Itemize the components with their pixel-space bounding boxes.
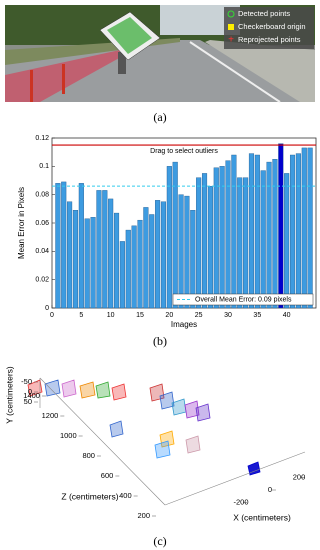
scatter3d-chart: 200400600800100012001400-2000200-50050Z … <box>4 366 305 522</box>
bar <box>219 166 225 309</box>
x-tick-label: 20 <box>165 312 173 319</box>
tick-label: -200 <box>233 497 248 506</box>
camera-boards <box>27 379 261 476</box>
bar <box>284 173 290 309</box>
legend-label: Reprojected points <box>238 35 301 44</box>
y-tick-label: 0.04 <box>35 248 49 255</box>
bar <box>166 166 172 309</box>
bar <box>90 217 96 309</box>
photo-legend: Detected points Checkerboard origin + Repro… <box>227 9 306 46</box>
x-axis-label: X (centimeters) <box>233 512 291 522</box>
caption: (c) <box>153 534 166 548</box>
bar <box>307 147 313 309</box>
axis-edge <box>164 451 306 506</box>
bar <box>272 159 278 309</box>
x-tick-label: 0 <box>50 312 54 319</box>
legend-box <box>172 293 314 306</box>
x-tick-label: 25 <box>195 312 203 319</box>
bar <box>178 194 184 309</box>
bar <box>254 154 260 309</box>
caption: (b) <box>153 334 167 348</box>
x-tick-label: 5 <box>79 312 83 319</box>
bar <box>84 218 90 309</box>
y-tick-label: 0.1 <box>39 163 49 170</box>
z-axis-label: Z (centimeters) <box>61 491 118 501</box>
bar <box>78 183 84 309</box>
bar <box>172 161 178 309</box>
y-tick-label: 0.06 <box>35 220 49 227</box>
legend-symbol <box>228 24 234 30</box>
tick-label: 1200 <box>42 411 59 420</box>
bar <box>231 154 237 309</box>
bar <box>196 177 202 309</box>
bar <box>243 177 249 309</box>
x-tick-label: 15 <box>136 312 144 319</box>
bar <box>201 173 208 309</box>
y-tick-label: 0 <box>45 305 49 312</box>
y-axis-label: Mean Error in Pixels <box>17 187 26 259</box>
photo <box>5 5 315 103</box>
bar <box>207 185 213 309</box>
bar <box>248 153 255 309</box>
axis-edge <box>39 377 166 506</box>
outlier-label: Drag to select outliers <box>150 148 218 155</box>
x-axis-label: Images <box>171 320 197 329</box>
x-tick-label: 10 <box>107 312 115 319</box>
tick-label: 400 <box>119 491 132 500</box>
y-tick-label: 0.02 <box>35 277 49 284</box>
bar <box>184 195 190 309</box>
bar <box>295 153 301 309</box>
bar <box>225 160 231 309</box>
bar <box>213 167 219 309</box>
plot-area <box>51 137 317 309</box>
tick-label: 600 <box>101 471 114 480</box>
tick-label: 800 <box>82 451 95 460</box>
bar <box>125 229 131 309</box>
bar <box>266 161 272 309</box>
bar <box>137 219 143 309</box>
bar <box>149 214 155 309</box>
bar <box>237 177 243 309</box>
bar-chart: 0 0.02 0.04 0.06 0.08 0.1 0.12 0 5 10 15 20 25 30 35 40… <box>17 135 317 329</box>
bar <box>260 170 266 309</box>
tick-label: -50 <box>21 377 32 386</box>
bar <box>102 190 108 309</box>
bar <box>160 201 167 309</box>
bar <box>143 207 149 309</box>
tick-label: 50 <box>24 397 32 406</box>
bar <box>67 201 73 309</box>
bar <box>72 210 79 309</box>
x-tick-label: 40 <box>283 312 291 319</box>
bar <box>96 190 102 309</box>
y-axis-label: Y (centimeters) <box>4 366 14 424</box>
legend-label: Overall Mean Error: 0.09 pixels <box>195 296 292 303</box>
bar <box>55 183 61 309</box>
y-tick-label: 0.08 <box>35 192 49 199</box>
bar <box>289 154 296 309</box>
bar <box>113 212 120 309</box>
bar <box>190 210 196 309</box>
bar <box>131 225 137 309</box>
tick-label: 200 <box>137 511 150 520</box>
bar <box>278 143 284 309</box>
bar <box>301 147 307 309</box>
legend-label: Detected points <box>238 9 290 18</box>
x-tick-label: 35 <box>253 312 261 319</box>
legend-symbol <box>227 10 235 18</box>
tick-label: 1400 <box>23 391 40 400</box>
x-tick-label: 30 <box>224 312 232 319</box>
bar <box>61 181 67 309</box>
tick-label: 0 <box>28 387 32 396</box>
tick-label: 1000 <box>60 431 77 440</box>
tick-label: 200 <box>293 472 306 481</box>
bar <box>108 198 114 309</box>
bar <box>155 200 161 309</box>
legend-label: Checkerboard origin <box>238 22 306 31</box>
tick-label: 0 <box>268 485 272 494</box>
y-tick-label: 0.12 <box>35 135 49 142</box>
caption: (a) <box>153 110 166 124</box>
legend-symbol: + <box>228 35 234 46</box>
bar <box>119 241 125 309</box>
